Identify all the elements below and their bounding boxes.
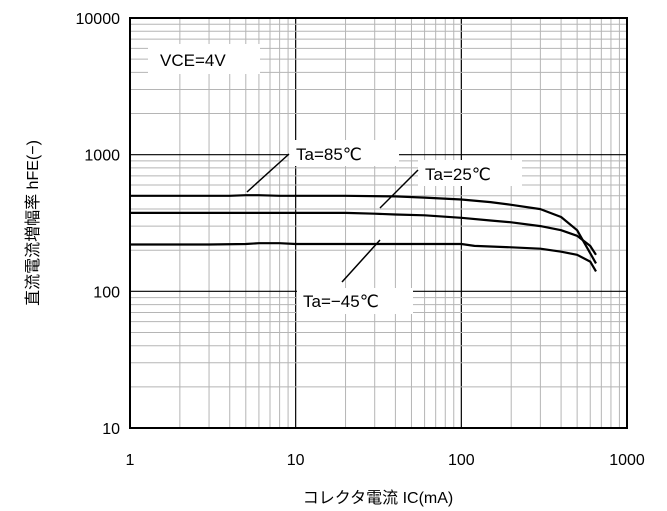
y-tick-label: 10000 [76, 11, 121, 28]
series-label-ta85: Ta=85℃ [296, 145, 362, 164]
plot-area [130, 18, 627, 428]
x-tick-label: 1000 [609, 452, 645, 469]
x-tick-label: 100 [448, 452, 475, 469]
x-tick-label: 1 [126, 452, 135, 469]
series-label-ta-45: Ta=−45℃ [303, 292, 379, 311]
x-axis-label: コレクタ電流 IC(mA) [303, 489, 453, 507]
vce-condition-label: VCE=4V [160, 51, 226, 70]
series-label-ta25: Ta=25℃ [425, 165, 491, 184]
y-tick-label: 1000 [84, 148, 120, 165]
y-axis-label: 直流電流増幅率 hFE(−) [24, 140, 42, 306]
x-tick-label: 10 [287, 452, 305, 469]
y-tick-label: 10 [102, 421, 120, 438]
y-tick-label: 100 [93, 284, 120, 301]
